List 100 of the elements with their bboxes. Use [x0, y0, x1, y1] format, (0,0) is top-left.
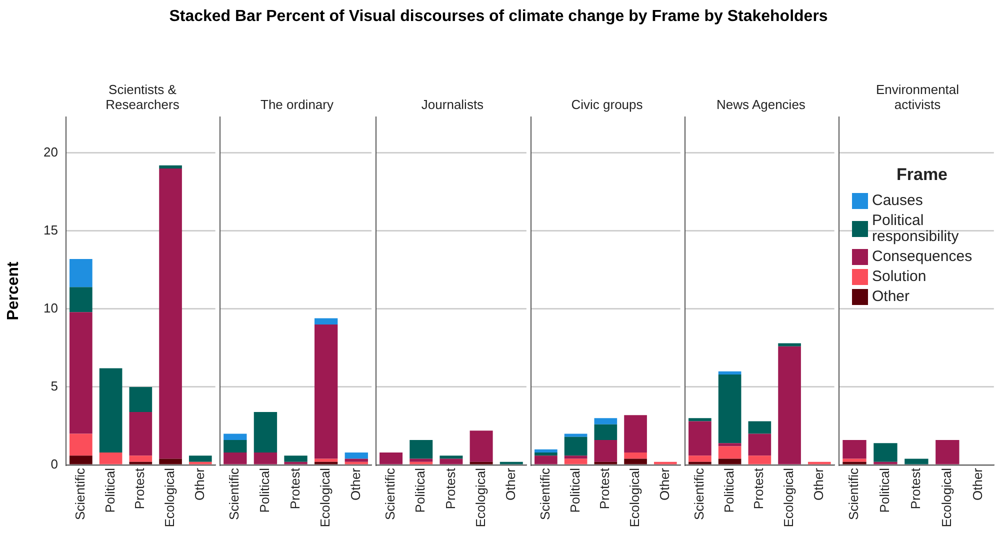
bar	[624, 415, 647, 453]
bar	[70, 259, 92, 288]
bar	[904, 458, 928, 464]
legend-title: Frame	[895, 165, 949, 185]
x-tick-label: Protest	[597, 468, 612, 510]
bar	[624, 458, 647, 464]
bar	[159, 458, 182, 464]
bar	[874, 462, 898, 464]
y-tick-label: 0	[50, 456, 58, 472]
bar	[874, 443, 898, 462]
legend-label: Causes	[872, 192, 923, 209]
x-tick-label: Other	[810, 467, 826, 501]
x-tick-label: Protest	[442, 468, 458, 510]
bar	[594, 424, 618, 440]
x-tick-label: Other	[502, 467, 518, 501]
x-tick-label: Protest	[287, 468, 302, 510]
bar	[564, 456, 588, 459]
x-tick-label: Political	[877, 468, 892, 513]
bar	[594, 440, 618, 462]
bar	[70, 434, 92, 456]
bar	[534, 452, 558, 456]
x-tick-label: Protest	[908, 468, 924, 510]
x-tick-label: Political	[721, 468, 736, 513]
bar	[344, 458, 368, 462]
chart-title: The ordinary	[260, 97, 334, 112]
x-tick-label: Other	[348, 467, 363, 501]
x-tick-label: Protest	[132, 468, 148, 510]
bar	[748, 421, 772, 434]
bar	[224, 440, 247, 453]
bar	[254, 452, 278, 464]
bar	[688, 462, 712, 464]
bar	[284, 456, 308, 462]
bar	[254, 412, 278, 453]
bar	[188, 462, 212, 464]
bar	[936, 440, 960, 464]
bar	[129, 462, 152, 464]
bar	[410, 440, 433, 459]
bar	[470, 462, 493, 464]
y-tick-label: 5	[50, 378, 58, 394]
bar	[624, 452, 647, 459]
bar	[718, 371, 742, 374]
bar	[688, 421, 712, 456]
bar	[748, 434, 772, 456]
chart-title: News Agencies	[716, 97, 806, 112]
x-tick-label: Scientific	[72, 468, 88, 520]
chart-title: Scientists & Researchers	[104, 82, 180, 112]
legend-label: Political responsibility	[872, 212, 960, 245]
bar	[70, 312, 92, 434]
bar	[440, 456, 463, 459]
bar	[564, 434, 588, 437]
bar	[718, 443, 742, 446]
x-tick-label: Scientific	[226, 468, 242, 520]
x-tick-label: Other	[192, 467, 207, 501]
x-tick-label: Other	[656, 467, 672, 501]
x-tick-label: Scientific	[846, 468, 862, 520]
bar	[688, 418, 712, 422]
bar	[564, 458, 588, 464]
bar	[808, 462, 831, 464]
bar	[129, 386, 152, 412]
x-tick-label: Ecological	[939, 468, 954, 528]
x-tick-label: Ecological	[162, 468, 178, 528]
bar	[718, 458, 742, 464]
bar	[284, 462, 308, 464]
x-tick-label: Scientific	[382, 468, 398, 520]
bar	[718, 446, 742, 459]
y-tick-label: 10	[44, 300, 58, 316]
x-tick-label: Political	[567, 468, 582, 513]
bar	[564, 436, 588, 456]
y-axis-title: Percent	[5, 260, 22, 320]
bar	[129, 456, 152, 462]
bar	[129, 412, 152, 456]
bar	[778, 346, 801, 464]
y-tick-label: 20	[44, 144, 58, 160]
bar	[842, 458, 866, 462]
bar	[778, 343, 801, 346]
bar	[594, 462, 618, 464]
x-tick-label: Political	[102, 468, 118, 513]
bar	[534, 456, 558, 464]
bar	[99, 368, 122, 453]
text: Stacked Bar Percent of Visual discourses of climate change by Frame by Stakeholders	[168, 8, 829, 26]
x-tick-label: Ecological	[318, 468, 333, 528]
bar	[410, 458, 433, 462]
chart-title: Civic groups	[571, 97, 643, 112]
bar	[842, 462, 866, 464]
bar	[314, 462, 338, 464]
legend-label: Solution	[872, 268, 926, 285]
bar	[594, 418, 618, 424]
bar	[314, 458, 338, 462]
bar	[314, 324, 338, 459]
bar	[654, 462, 677, 464]
bar	[224, 452, 247, 464]
bar	[500, 462, 523, 464]
chart-title: Environmental activists	[874, 82, 960, 112]
bar	[410, 462, 433, 464]
x-tick-label: Ecological	[627, 468, 642, 528]
x-tick-label: Political	[257, 468, 272, 513]
bar	[70, 456, 92, 464]
chart-title: Journalists	[421, 97, 484, 112]
bar	[688, 456, 712, 462]
bar	[718, 374, 742, 444]
